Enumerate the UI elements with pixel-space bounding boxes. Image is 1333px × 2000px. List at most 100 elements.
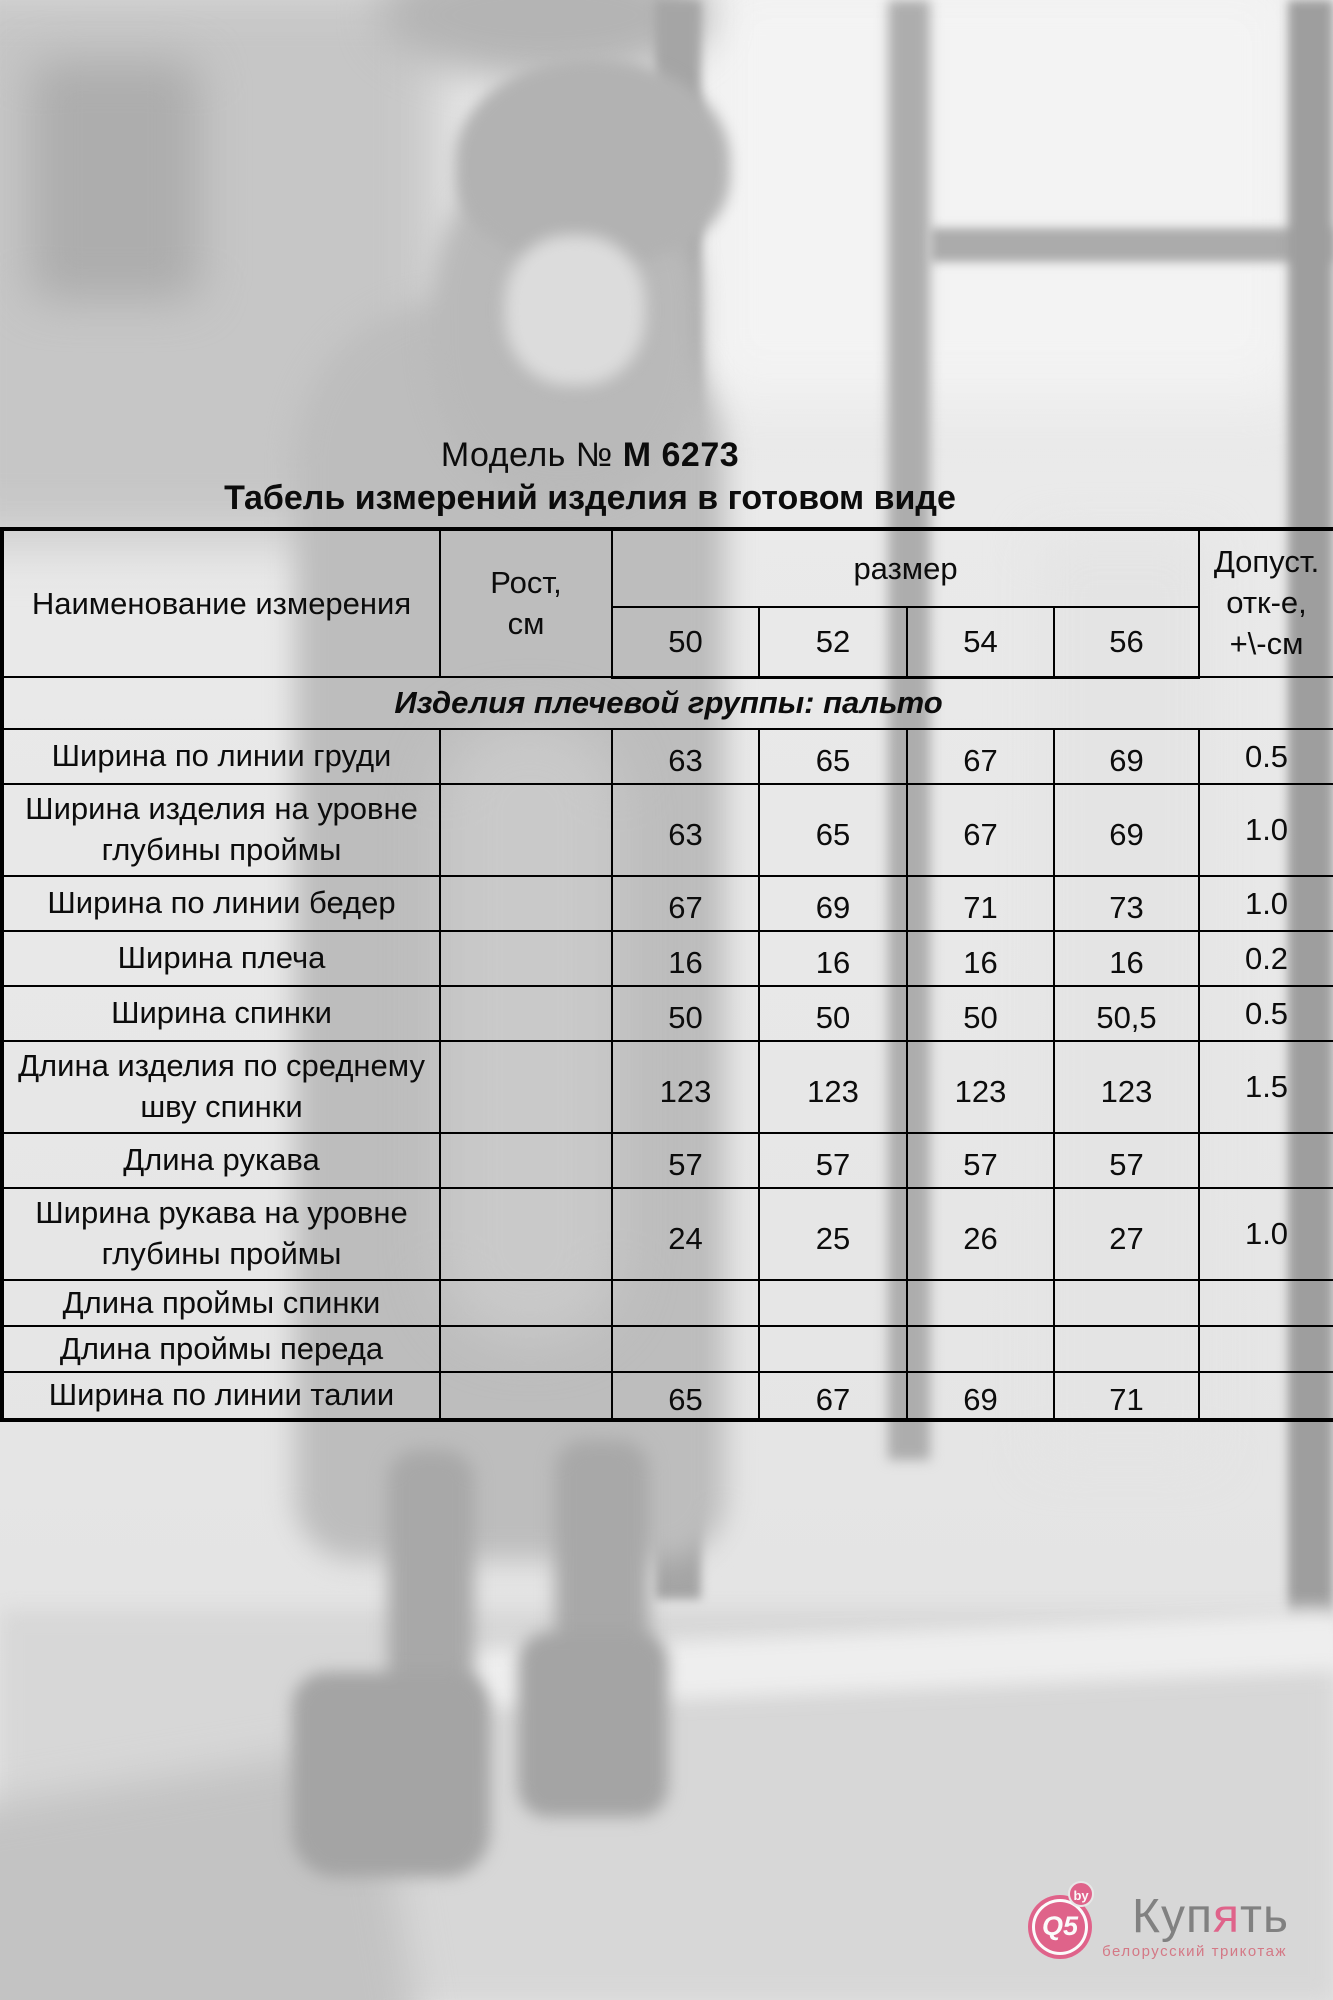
value-cell: 67 xyxy=(611,875,760,932)
value-cell: 16 xyxy=(611,930,760,987)
size-header-54: 54 xyxy=(906,606,1055,679)
q5-logo-text: Q5 xyxy=(1042,1911,1079,1941)
brand-tagline: белорусский трикотаж xyxy=(1102,1943,1287,1960)
page-title: Табель измерений изделия в готовом виде xyxy=(224,479,956,517)
value-cell: 24 xyxy=(611,1187,760,1281)
value-cell: 69 xyxy=(1052,728,1201,785)
size-header-50: 50 xyxy=(611,606,760,679)
value-cell: 57 xyxy=(1052,1132,1201,1189)
model-title: Модель № М 6273 xyxy=(0,436,1180,475)
measure-name-cell: Ширина по линии талии xyxy=(1,1371,441,1421)
value-cell: 57 xyxy=(611,1132,760,1189)
deviation-cell: 1.0 xyxy=(1198,875,1333,932)
table-row: Ширина по линии груди 63 65 67 69 0.5 xyxy=(1,728,1333,785)
measure-name-cell: Ширина спинки xyxy=(1,985,441,1042)
size-subheader-row: 50 52 54 56 xyxy=(2,606,1333,679)
table-row: Ширина спинки 50 50 50 50,5 0.5 xyxy=(1,985,1333,1042)
value-cell: 67 xyxy=(758,1371,908,1421)
measure-name-cell: Длина проймы спинки xyxy=(1,1279,441,1327)
value-cell: 50 xyxy=(906,985,1055,1042)
value-cell xyxy=(611,1279,760,1327)
height-cell xyxy=(439,783,613,877)
height-cell xyxy=(439,728,613,785)
deviation-cell: 0.5 xyxy=(1198,728,1333,785)
value-cell xyxy=(611,1325,760,1373)
size-header-52: 52 xyxy=(758,606,908,679)
value-cell: 67 xyxy=(906,783,1055,877)
deviation-cell: 1.0 xyxy=(1198,1187,1333,1281)
table-row: Ширина изделия на уровне глубины проймы … xyxy=(1,783,1333,877)
measure-name-cell: Длина рукава xyxy=(1,1132,441,1189)
value-cell: 123 xyxy=(906,1040,1055,1134)
height-cell xyxy=(439,1187,613,1281)
value-cell: 65 xyxy=(758,783,908,877)
q5-logo-icon: Q5 by xyxy=(1028,1880,1095,1959)
value-cell xyxy=(906,1279,1055,1327)
height-cell xyxy=(439,930,613,987)
model-boot xyxy=(518,1632,668,1817)
table-row: Длина проймы переда xyxy=(1,1325,1333,1373)
value-cell: 69 xyxy=(1052,783,1201,877)
value-cell: 123 xyxy=(611,1040,760,1134)
deviation-cell: 1.5 xyxy=(1198,1040,1333,1134)
table-row: Ширина плеча 16 16 16 16 0.2 xyxy=(1,930,1333,987)
value-cell: 123 xyxy=(758,1040,908,1134)
measure-name-cell: Ширина по линии груди xyxy=(1,728,441,785)
deviation-cell: 1.0 xyxy=(1198,783,1333,877)
measure-name-cell: Ширина плеча xyxy=(1,930,441,987)
value-cell: 63 xyxy=(611,728,760,785)
column-header-height: Рост, см xyxy=(439,528,613,678)
column-header-measure-name: Наименование измерения xyxy=(1,528,441,678)
value-cell: 50 xyxy=(611,985,760,1042)
column-header-deviation: Допуст. отк-е, +\-см xyxy=(1198,528,1333,678)
deviation-cell xyxy=(1198,1279,1333,1327)
table-row: Длина рукава 57 57 57 57 xyxy=(1,1132,1333,1189)
brand-text-block: Купять белорусский трикотаж xyxy=(1102,1890,1289,1961)
height-cell xyxy=(439,1279,613,1327)
table-row: Длина изделия по среднему шву спинки 123… xyxy=(1,1040,1333,1134)
value-cell: 69 xyxy=(758,875,908,932)
value-cell: 25 xyxy=(758,1187,908,1281)
value-cell: 65 xyxy=(611,1371,760,1421)
model-number: М 6273 xyxy=(622,436,740,474)
value-cell: 69 xyxy=(906,1371,1055,1421)
value-cell: 63 xyxy=(611,783,760,877)
brand-name: Купять xyxy=(1132,1890,1289,1943)
value-cell: 123 xyxy=(1052,1040,1201,1134)
value-cell xyxy=(758,1325,908,1373)
height-cell xyxy=(439,1040,613,1134)
table-row: Ширина по линии бедер 67 69 71 73 1.0 xyxy=(1,875,1333,932)
value-cell xyxy=(1052,1325,1201,1373)
value-cell: 73 xyxy=(1052,875,1201,932)
deviation-cell xyxy=(1198,1132,1333,1189)
table-row: Ширина по линии талии 65 67 69 71 xyxy=(1,1371,1333,1421)
value-cell: 26 xyxy=(906,1187,1055,1281)
value-cell: 16 xyxy=(758,930,908,987)
height-cell xyxy=(439,985,613,1042)
value-cell: 65 xyxy=(758,728,908,785)
model-cap xyxy=(455,58,730,263)
height-cell xyxy=(439,1132,613,1189)
deviation-cell: 0.5 xyxy=(1198,985,1333,1042)
section-header: Изделия плечевой группы: пальто xyxy=(0,676,1333,730)
deviation-cell xyxy=(1198,1325,1333,1373)
height-cell xyxy=(439,1325,613,1373)
brand-accent-letter: я xyxy=(1213,1890,1240,1943)
value-cell: 16 xyxy=(1052,930,1201,987)
deviation-cell xyxy=(1198,1371,1333,1421)
size-header-56: 56 xyxy=(1052,606,1201,679)
brand-logo: Q5 by Купять белорусский трикотаж xyxy=(1028,1880,1289,1961)
column-header-size-group: размер xyxy=(610,528,1201,608)
value-cell xyxy=(906,1325,1055,1373)
measure-name-cell: Ширина по линии бедер xyxy=(1,875,441,932)
value-cell: 71 xyxy=(1052,1371,1201,1421)
measure-name-cell: Длина проймы переда xyxy=(1,1325,441,1373)
section-header-row: Изделия плечевой группы: пальто xyxy=(0,676,1333,730)
height-cell xyxy=(439,1371,613,1421)
measurement-table: Наименование измерения Рост, см размер Д… xyxy=(0,527,1333,1422)
value-cell: 57 xyxy=(758,1132,908,1189)
measure-name-cell: Ширина рукава на уровне глубины проймы xyxy=(1,1187,441,1281)
value-cell: 27 xyxy=(1052,1187,1201,1281)
model-boot xyxy=(292,1672,490,1877)
value-cell: 71 xyxy=(906,875,1055,932)
